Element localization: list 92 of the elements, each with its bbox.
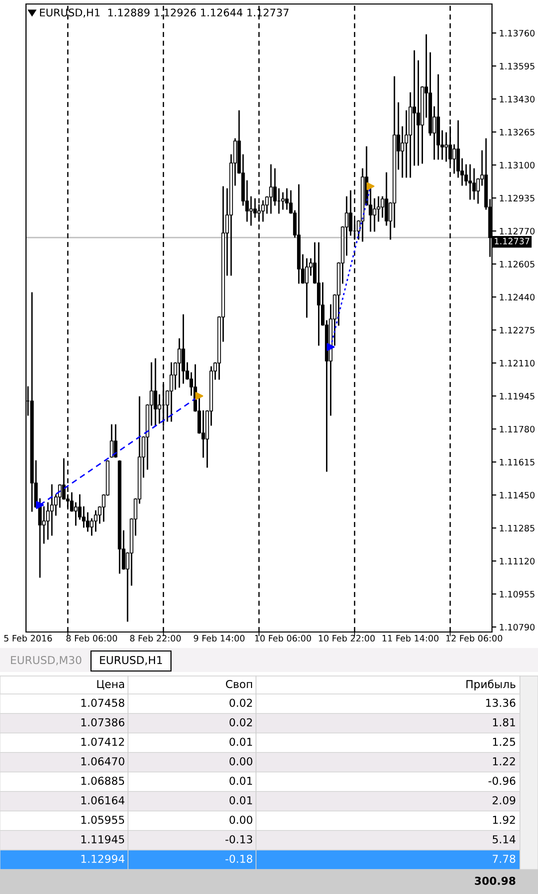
ref-line-label: 1.12737 xyxy=(494,238,530,244)
text: 13.36 xyxy=(486,698,516,707)
text: 1.07458 xyxy=(81,698,124,707)
text: EURUSD,M30 xyxy=(11,656,82,666)
text: 1.22 xyxy=(493,757,515,766)
x-tick-label: 8 Feb 06:00 xyxy=(66,634,118,642)
candlestick xyxy=(110,424,114,458)
text: 0.01 xyxy=(230,796,252,804)
candlestick xyxy=(94,510,98,532)
candlestick xyxy=(269,164,273,214)
y-tick-label: 1.10955 xyxy=(500,590,534,598)
text: 0.00 xyxy=(230,816,252,824)
candlestick xyxy=(74,502,78,526)
y-tick-label: 1.13100 xyxy=(500,162,535,168)
text: 1.06164 xyxy=(81,796,124,804)
y-tick-label: 1.12935 xyxy=(500,194,534,202)
text: -0.96 xyxy=(488,776,516,785)
text: 1.06470 xyxy=(81,757,124,766)
text: 5.14 xyxy=(492,835,516,844)
text: 1.06885 xyxy=(81,776,124,785)
y-tick-label: 1.13265 xyxy=(500,128,534,136)
x-tick-label: 10 Feb 22:00 xyxy=(318,634,375,642)
text: Цена xyxy=(97,680,124,690)
text: 0.01 xyxy=(230,776,252,785)
candlestick xyxy=(261,200,265,222)
text: 7.78 xyxy=(492,854,516,863)
text: EURUSD,H1 xyxy=(100,656,162,666)
x-tick-label: 11 Feb 14:00 xyxy=(382,634,438,642)
candlestick xyxy=(452,144,456,174)
text: 0.02 xyxy=(230,718,252,726)
text: 0.00 xyxy=(230,757,252,766)
x-tick-label: 10 Feb 06:00 xyxy=(255,634,312,642)
text: 1.11945 xyxy=(81,835,124,844)
candlestick xyxy=(182,314,186,384)
text: 300.98 xyxy=(474,876,516,885)
y-tick-label: 1.13430 xyxy=(500,96,535,102)
y-tick-label: 1.12275 xyxy=(500,326,534,334)
candlestick xyxy=(201,410,206,458)
point xyxy=(195,392,204,400)
candlestick xyxy=(412,50,416,166)
candlestick xyxy=(249,196,253,226)
candlestick xyxy=(281,192,285,210)
point xyxy=(36,501,44,509)
text: 1.05955 xyxy=(81,816,124,824)
text: 1.12994 xyxy=(81,854,124,863)
x-tick-label: 9 Feb 14:00 xyxy=(194,634,245,642)
text: 0.02 xyxy=(230,698,252,707)
candlestick xyxy=(42,506,46,544)
candlestick xyxy=(444,132,448,162)
candlestick xyxy=(472,168,476,200)
y-tick-label: 1.11615 xyxy=(500,458,534,466)
y-tick-label: 1.12110 xyxy=(500,360,535,366)
y-tick-label: 1.12605 xyxy=(500,260,534,268)
point xyxy=(366,182,374,190)
text: 0.01 xyxy=(230,738,252,746)
text: 2.09 xyxy=(492,796,516,804)
y-tick-label: 1.11780 xyxy=(500,426,535,432)
text: 1.92 xyxy=(493,816,515,824)
y-tick-label: 1.13760 xyxy=(500,30,535,36)
y-tick-label: 1.11120 xyxy=(500,558,535,564)
text: -0.13 xyxy=(226,835,252,844)
point xyxy=(326,343,335,351)
candlestick xyxy=(468,164,472,200)
candlestick xyxy=(170,362,174,422)
candlestick xyxy=(372,198,376,232)
y-tick-label: 1.13595 xyxy=(500,62,534,70)
y-tick-label: 1.11450 xyxy=(500,492,535,498)
text: -0.18 xyxy=(226,854,252,863)
candlestick xyxy=(178,338,182,388)
candlestick xyxy=(380,196,384,218)
x-tick-label: 5 Feb 2016 xyxy=(4,634,52,642)
y-tick-label: 1.12440 xyxy=(500,294,535,300)
candlestick xyxy=(316,242,321,346)
text: 1.07412 xyxy=(81,738,124,746)
text: 1.81 xyxy=(493,718,515,726)
candlestick xyxy=(50,484,54,536)
y-tick-label: 1.11945 xyxy=(500,392,534,400)
candlestick xyxy=(305,258,309,318)
candlestick xyxy=(114,424,118,458)
x-tick-label: 12 Feb 06:00 xyxy=(446,634,502,642)
candlestick xyxy=(285,188,289,210)
x-tick-label: 8 Feb 22:00 xyxy=(130,634,181,642)
candlestick xyxy=(154,358,158,426)
text: Прибыль xyxy=(466,680,516,690)
y-tick-label: 1.11285 xyxy=(500,524,534,532)
y-tick-label: 1.10790 xyxy=(500,624,535,630)
text: Своп xyxy=(226,680,252,688)
candlestick xyxy=(384,172,388,226)
y-tick-label: 1.12770 xyxy=(500,228,535,234)
text: 1.25 xyxy=(493,738,516,746)
chart-title: EURUSD,H1 1.12889 1.12926 1.12644 1.12737 xyxy=(40,8,288,18)
text: 1.07386 xyxy=(81,718,124,726)
